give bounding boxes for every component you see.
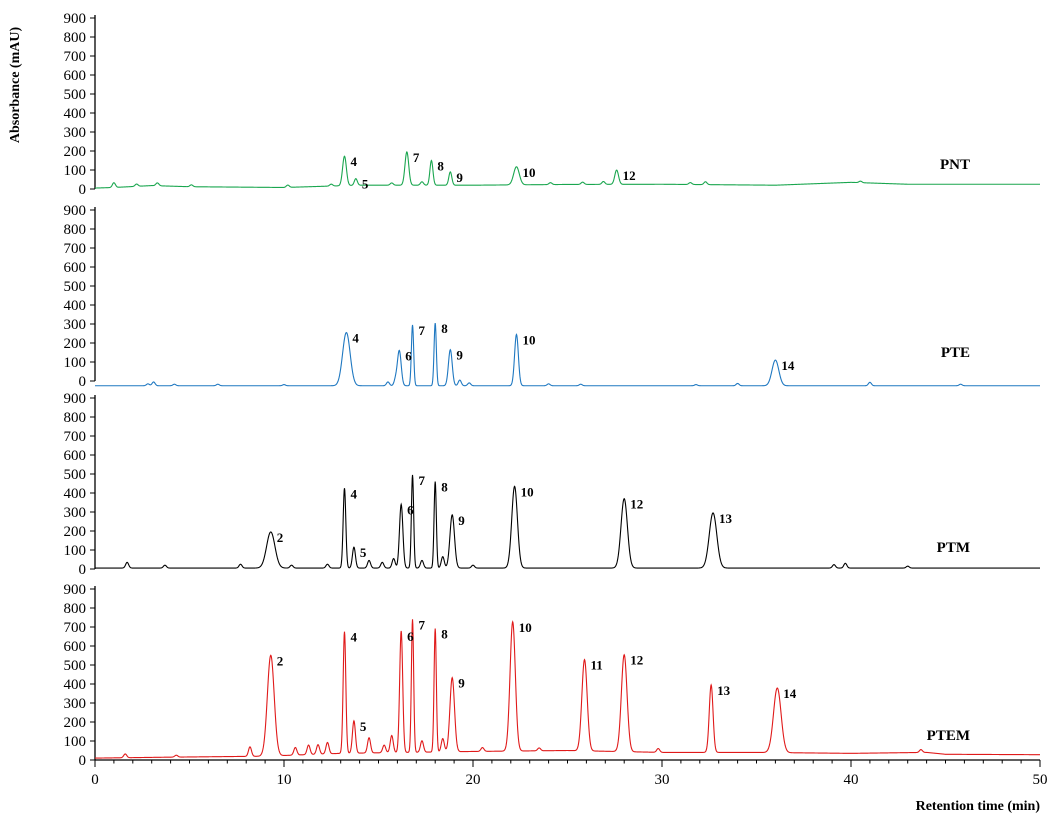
peak-label: 5 [360, 719, 367, 734]
peak-label: 10 [519, 620, 532, 635]
trace-ptm [95, 474, 1040, 569]
panel-ptem: 0 100 200 300 400 500 600 700 800 900 2 4 5 678 9 10 11 1… [64, 582, 1040, 769]
peak-label: 9 [458, 513, 465, 528]
y-tick-label: 100 [64, 543, 87, 559]
y-tick-label: 700 [64, 620, 87, 636]
panel-ptm: 0 100 200 300 400 500 600 700 800 900 2 4 5 67 8 9 10 12 1… [64, 391, 1040, 578]
peak-label: 7 [419, 617, 426, 632]
peak-label: 6 [407, 629, 414, 644]
y-tick-label: 300 [64, 125, 87, 141]
peak-label: 12 [630, 653, 643, 668]
peak-label: 9 [456, 170, 463, 185]
peak-label: 4 [350, 154, 357, 169]
y-tick-label: 400 [64, 677, 87, 693]
trace-pte [95, 322, 1040, 387]
peak-label: 14 [781, 358, 795, 373]
y-tick-label: 700 [64, 429, 87, 445]
sample-label: PTEM [927, 728, 970, 744]
y-tick-label: 600 [64, 448, 87, 464]
peak-label: 12 [623, 168, 636, 183]
y-tick-label: 500 [64, 87, 87, 103]
y-tick-label: 900 [64, 582, 87, 598]
y-tick-label: 800 [64, 30, 87, 46]
x-axis-title: Retention time (min) [916, 799, 1041, 814]
peak-label: 4 [350, 486, 357, 501]
trace-ptem [95, 619, 1040, 759]
peak-label: 5 [360, 545, 367, 560]
peak-label: 8 [441, 321, 448, 336]
peak-label: 7 [413, 150, 420, 165]
y-tick-label: 400 [64, 486, 87, 502]
y-tick-label: 200 [64, 524, 87, 540]
y-tick-label: 0 [79, 753, 87, 769]
x-tick-label: 40 [844, 772, 859, 788]
peak-label: 8 [437, 159, 444, 174]
peak-label: 10 [522, 332, 535, 347]
sample-label: PTM [937, 540, 970, 556]
x-tick-label: 10 [277, 772, 292, 788]
peak-label: 4 [352, 331, 359, 346]
peak-label: 13 [717, 683, 731, 698]
panel-pnt: 0 100 200 300 400 500 600 700 800 900 45 7 89 10 12 PNT [64, 11, 1040, 198]
y-tick-label: 300 [64, 505, 87, 521]
y-tick-label: 100 [64, 734, 87, 750]
x-tick-label: 0 [91, 772, 99, 788]
y-tick-label: 900 [64, 391, 87, 407]
y-tick-label: 0 [79, 182, 87, 198]
sample-label: PTE [941, 345, 970, 361]
y-tick-label: 600 [64, 260, 87, 276]
peak-label: 6 [405, 349, 412, 364]
y-tick-label: 300 [64, 317, 87, 333]
peak-label: 8 [441, 480, 448, 495]
y-tick-label: 800 [64, 601, 87, 617]
y-tick-label: 900 [64, 11, 87, 27]
sample-label: PNT [940, 157, 970, 173]
peak-label: 14 [783, 686, 797, 701]
y-tick-label: 0 [79, 562, 87, 578]
peak-label: 6 [407, 502, 414, 517]
peak-label: 13 [719, 511, 733, 526]
y-tick-label: 600 [64, 639, 87, 655]
peak-label: 5 [362, 177, 369, 192]
peak-label: 7 [419, 323, 426, 338]
peak-label: 11 [591, 658, 603, 673]
x-axis: 0 10 20 30 40 50 [91, 759, 1047, 788]
y-tick-label: 500 [64, 658, 87, 674]
y-tick-label: 400 [64, 106, 87, 122]
y-tick-label: 100 [64, 355, 87, 371]
y-axis-title: Absorbance (mAU) [8, 27, 23, 144]
peak-label: 12 [630, 497, 643, 512]
peak-label: 4 [350, 630, 357, 645]
peak-label: 2 [277, 653, 284, 668]
peak-label: 8 [441, 626, 448, 641]
x-tick-label: 50 [1033, 772, 1047, 788]
y-tick-label: 100 [64, 163, 87, 179]
y-tick-label: 300 [64, 696, 87, 712]
trace-pnt [94, 150, 1040, 189]
y-tick-label: 700 [64, 241, 87, 257]
x-tick-label: 30 [655, 772, 670, 788]
panel-pte: 0 100 200 300 400 500 600 700 800 900 4 67 89 10 14 PTE [64, 203, 1040, 390]
y-tick-label: 0 [79, 374, 87, 390]
y-tick-label: 200 [64, 715, 87, 731]
y-tick-label: 600 [64, 68, 87, 84]
peak-label: 9 [458, 676, 465, 691]
y-tick-label: 700 [64, 49, 87, 65]
y-tick-label: 800 [64, 222, 87, 238]
y-tick-label: 500 [64, 279, 87, 295]
peak-label: 2 [277, 530, 284, 545]
peak-label: 9 [456, 348, 463, 363]
y-tick-label: 200 [64, 144, 87, 160]
y-tick-label: 400 [64, 298, 87, 314]
x-tick-label: 20 [466, 772, 481, 788]
y-tick-label: 500 [64, 467, 87, 483]
peak-label: 10 [521, 484, 534, 499]
peak-label: 7 [419, 473, 426, 488]
y-tick-label: 800 [64, 410, 87, 426]
y-tick-label: 200 [64, 336, 87, 352]
y-tick-label: 900 [64, 203, 87, 219]
peak-label: 10 [522, 165, 535, 180]
